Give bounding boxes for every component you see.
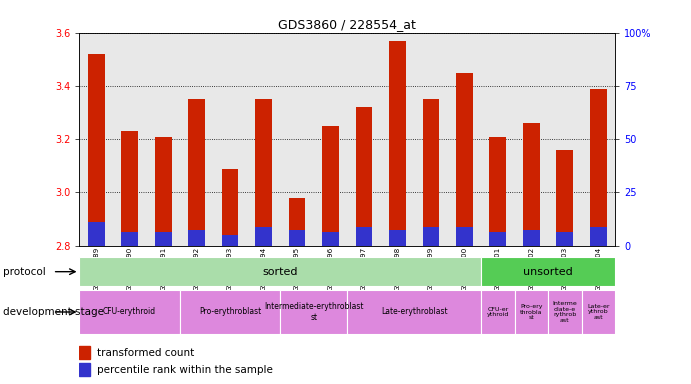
- Text: CFU-er
ythroid: CFU-er ythroid: [486, 306, 509, 318]
- Bar: [122, 131, 138, 246]
- Bar: [523, 123, 540, 246]
- Text: Pro-ery
throbla
st: Pro-ery throbla st: [520, 304, 542, 320]
- Text: sorted: sorted: [263, 266, 298, 277]
- Bar: [548, 290, 582, 334]
- Text: Intermediate-erythroblast
st: Intermediate-erythroblast st: [264, 302, 363, 322]
- Bar: [155, 137, 171, 246]
- Bar: [515, 290, 548, 334]
- Bar: [79, 363, 90, 376]
- Bar: [356, 107, 372, 246]
- Bar: [556, 150, 573, 246]
- Text: transformed count: transformed count: [97, 348, 194, 358]
- Bar: [222, 235, 238, 246]
- Bar: [188, 230, 205, 246]
- Bar: [88, 54, 104, 246]
- Bar: [389, 230, 406, 246]
- Bar: [489, 137, 507, 246]
- Bar: [590, 227, 607, 246]
- Bar: [289, 230, 305, 246]
- Bar: [180, 290, 281, 334]
- Text: CFU-erythroid: CFU-erythroid: [103, 308, 156, 316]
- Bar: [347, 290, 481, 334]
- Text: protocol: protocol: [3, 266, 46, 277]
- Bar: [79, 257, 481, 286]
- Bar: [88, 222, 104, 246]
- Bar: [322, 126, 339, 246]
- Bar: [481, 290, 515, 334]
- Text: Late-er
ythrob
ast: Late-er ythrob ast: [587, 304, 609, 320]
- Bar: [422, 227, 439, 246]
- Bar: [389, 41, 406, 246]
- Text: unsorted: unsorted: [523, 266, 573, 277]
- Bar: [79, 346, 90, 359]
- Text: Interme
diate-e
rythrob
ast: Interme diate-e rythrob ast: [552, 301, 577, 323]
- Bar: [489, 232, 507, 246]
- Bar: [481, 257, 615, 286]
- Bar: [122, 232, 138, 246]
- Bar: [590, 89, 607, 246]
- Bar: [322, 232, 339, 246]
- Bar: [422, 99, 439, 246]
- Bar: [155, 232, 171, 246]
- Text: Late-erythroblast: Late-erythroblast: [381, 308, 448, 316]
- Bar: [222, 169, 238, 246]
- Bar: [255, 227, 272, 246]
- Bar: [582, 290, 615, 334]
- Bar: [188, 99, 205, 246]
- Title: GDS3860 / 228554_at: GDS3860 / 228554_at: [278, 18, 416, 31]
- Text: Pro-erythroblast: Pro-erythroblast: [199, 308, 261, 316]
- Text: percentile rank within the sample: percentile rank within the sample: [97, 365, 273, 375]
- Bar: [456, 73, 473, 246]
- Bar: [456, 227, 473, 246]
- Bar: [79, 290, 180, 334]
- Bar: [255, 99, 272, 246]
- Bar: [523, 230, 540, 246]
- Bar: [356, 227, 372, 246]
- Text: development stage: development stage: [3, 307, 104, 317]
- Bar: [556, 232, 573, 246]
- Bar: [281, 290, 347, 334]
- Bar: [289, 198, 305, 246]
